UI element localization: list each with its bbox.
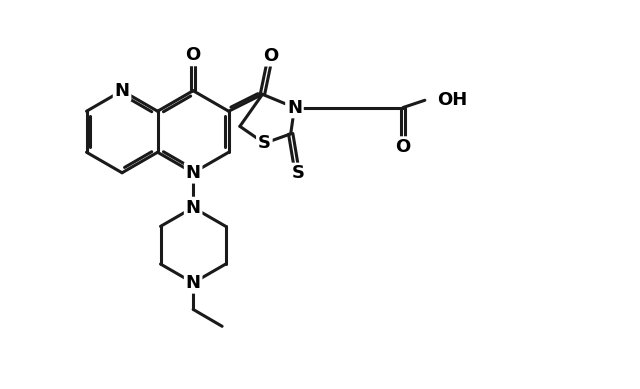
Text: O: O	[263, 47, 278, 65]
Text: N: N	[115, 82, 129, 100]
Text: N: N	[287, 98, 302, 116]
Text: N: N	[186, 198, 200, 217]
Text: N: N	[186, 274, 200, 292]
Text: O: O	[396, 138, 411, 156]
Text: N: N	[186, 164, 200, 182]
Text: S: S	[291, 165, 305, 182]
Text: OH: OH	[437, 91, 467, 109]
Text: S: S	[258, 134, 271, 152]
Text: O: O	[186, 46, 201, 65]
